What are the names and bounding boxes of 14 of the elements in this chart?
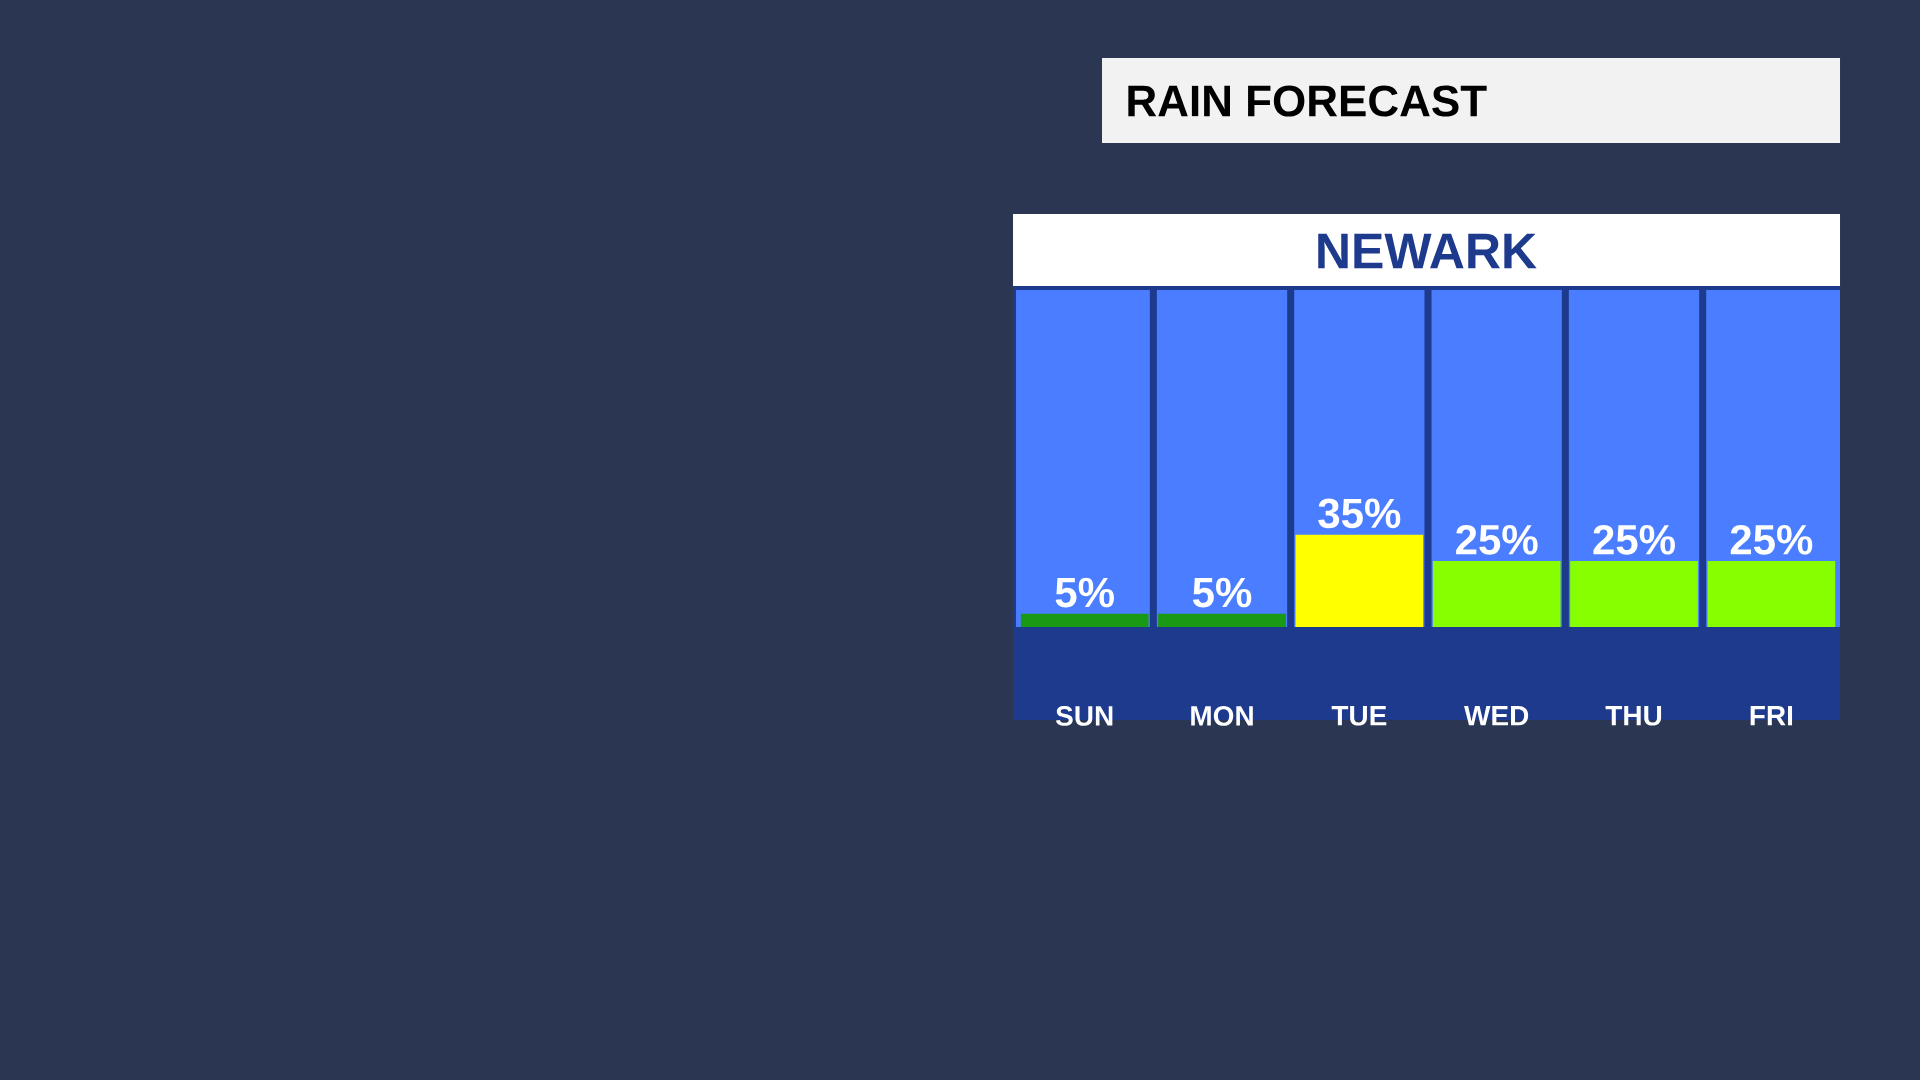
x-tick-label: FRI [1750, 706, 1793, 726]
data-label: 5% [1192, 577, 1252, 608]
x-tick-label: THU [1605, 706, 1662, 726]
chart-title: RAIN FORECAST [1128, 85, 1487, 117]
data-label: 5% [1055, 577, 1114, 608]
data-label: 25% [1730, 524, 1813, 555]
x-tick-label: WED [1464, 706, 1529, 726]
data-label: 25% [1456, 524, 1538, 555]
x-tick-label: SUN [1055, 706, 1113, 726]
data-label: 25% [1593, 524, 1675, 555]
x-tick-label: MON [1191, 706, 1253, 726]
x-tick-label: TUE [1331, 706, 1387, 726]
data-label: 35% [1318, 498, 1401, 529]
chart-subtitle: NEWARK [1318, 233, 1537, 269]
